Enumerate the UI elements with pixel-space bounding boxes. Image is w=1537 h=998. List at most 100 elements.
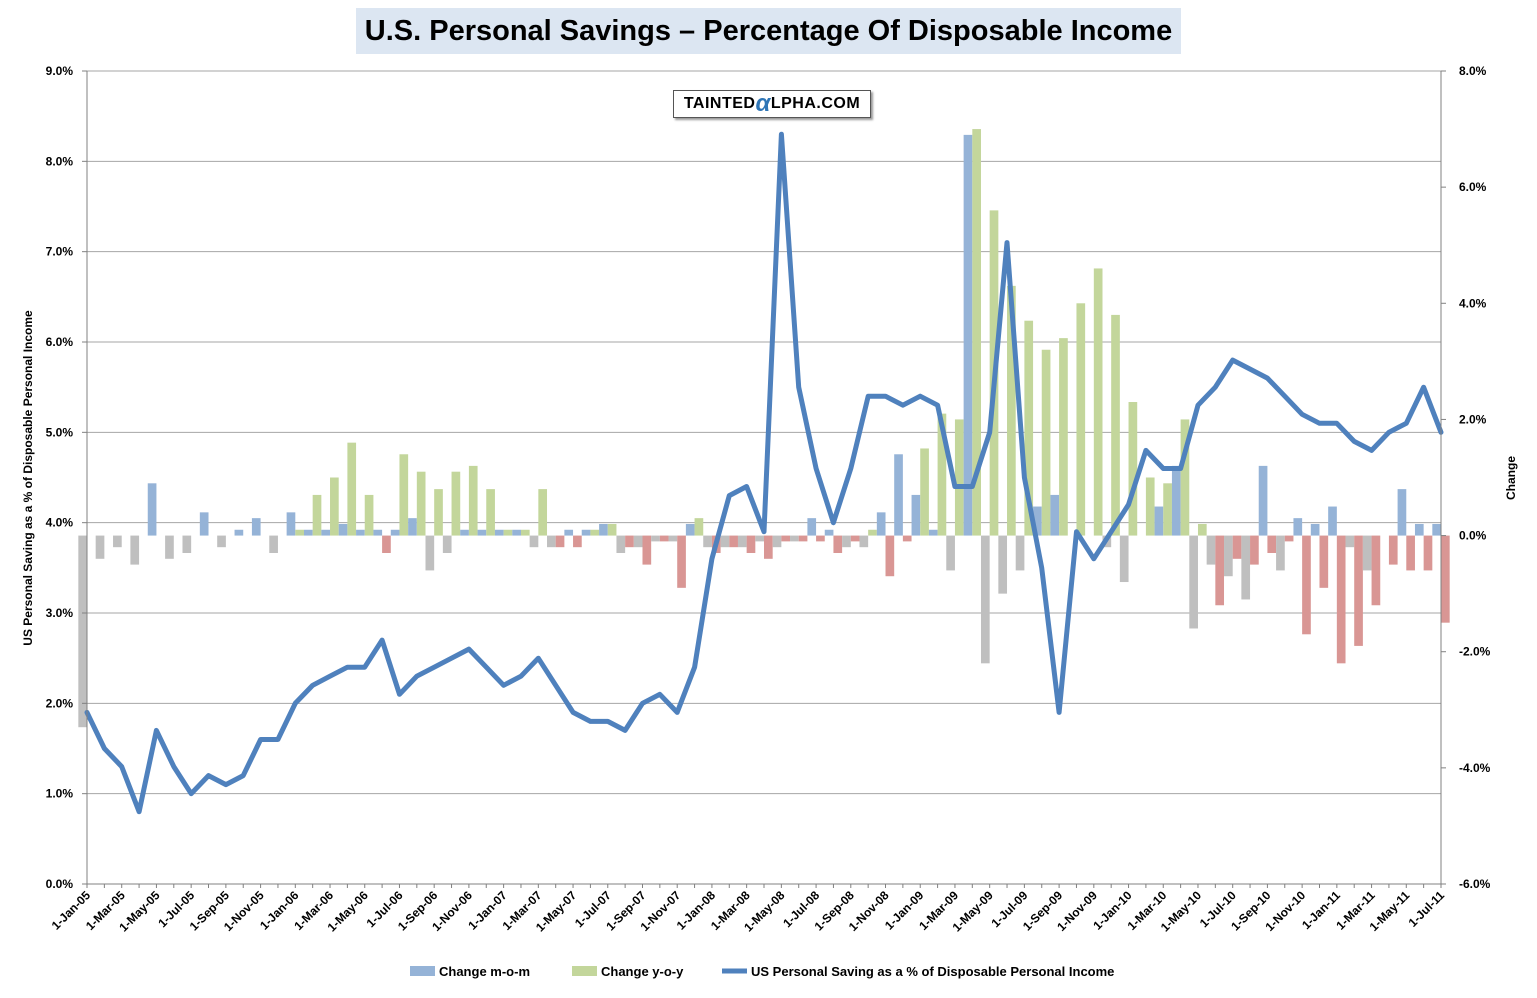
bar-mom — [1310, 523, 1320, 536]
legend-swatch — [410, 966, 435, 976]
line-series — [84, 131, 1444, 815]
bar-mom — [234, 529, 244, 536]
bar-mom — [251, 518, 261, 536]
logo-alpha-glyph: α — [755, 90, 771, 117]
y-tick-label: 9.0% — [46, 64, 74, 78]
bar-series — [78, 129, 1450, 728]
bar-mom — [321, 529, 331, 536]
bar-mom — [1345, 535, 1355, 548]
bar-mom — [1293, 518, 1303, 536]
taintedalpha-logo: TAINTED α LPHA.COM — [673, 90, 871, 118]
bar-yoy — [451, 471, 461, 536]
bar-yoy — [364, 494, 374, 536]
bar-mom — [772, 535, 782, 548]
y-tick-label: 5.0% — [46, 425, 74, 439]
bar-yoy — [1441, 535, 1450, 623]
bar-yoy — [503, 529, 513, 536]
y2-tick-label: 4.0% — [1459, 296, 1487, 310]
bar-yoy — [1041, 349, 1051, 536]
bar-mom — [113, 535, 122, 548]
bar-yoy — [312, 494, 322, 536]
bar-mom — [928, 529, 938, 536]
y2-tick-label: 8.0% — [1459, 64, 1487, 78]
y2-tick-label: 0.0% — [1459, 529, 1487, 543]
bar-mom — [737, 535, 747, 548]
bar-yoy — [330, 477, 339, 536]
bar-mom — [547, 535, 556, 548]
bar-mom — [755, 535, 764, 542]
bar-mom — [356, 529, 365, 536]
bar-yoy — [295, 529, 304, 536]
bar-yoy — [1180, 419, 1190, 536]
bar-yoy — [746, 535, 756, 553]
bar-mom — [529, 535, 539, 548]
bar-mom — [373, 529, 383, 536]
bar-yoy — [920, 448, 929, 536]
bar-yoy — [1111, 314, 1120, 536]
bar-yoy — [1007, 285, 1016, 536]
bar-mom — [581, 529, 591, 536]
bar-yoy — [1371, 535, 1381, 606]
bar-mom — [859, 535, 869, 548]
bar-yoy — [1250, 535, 1259, 565]
bar-mom — [130, 535, 140, 565]
bar-yoy — [434, 489, 443, 536]
bar-yoy — [416, 471, 426, 536]
bar-yoy — [642, 535, 652, 565]
bar-yoy — [781, 535, 791, 542]
bar-mom — [477, 529, 487, 536]
legend-label: US Personal Saving as a % of Disposable … — [751, 964, 1114, 979]
bar-mom — [425, 535, 435, 571]
y-tick-label: 3.0% — [46, 606, 74, 620]
bar-mom — [1033, 506, 1042, 536]
bar-yoy — [1319, 535, 1329, 588]
bar-yoy — [1232, 535, 1242, 559]
bar-mom — [408, 518, 417, 536]
y-tick-label: 0.0% — [46, 877, 74, 891]
bar-mom — [217, 535, 226, 548]
bar-mom — [842, 535, 851, 548]
bar-mom — [1224, 535, 1233, 577]
bar-yoy — [1302, 535, 1311, 635]
bar-mom — [1154, 506, 1164, 536]
bar-yoy — [399, 454, 409, 536]
bar-mom — [824, 529, 834, 536]
bar-yoy — [816, 535, 825, 542]
bar-mom — [512, 529, 521, 536]
bar-yoy — [833, 535, 843, 553]
bar-yoy — [607, 523, 617, 536]
y-tick-label: 7.0% — [46, 245, 74, 259]
bar-yoy — [1354, 535, 1363, 646]
bar-mom — [963, 134, 973, 536]
y-tick-label: 8.0% — [46, 154, 74, 168]
bar-yoy — [520, 529, 530, 536]
bar-yoy — [486, 489, 495, 536]
bar-mom — [182, 535, 192, 553]
bar-mom — [199, 512, 209, 536]
bar-yoy — [468, 465, 478, 536]
bar-mom — [1276, 535, 1285, 571]
y-tick-label: 1.0% — [46, 787, 74, 801]
legend-label: Change m-o-m — [439, 964, 530, 979]
bar-mom — [703, 535, 712, 548]
bar-yoy — [902, 535, 912, 542]
bar-yoy — [677, 535, 686, 588]
bar-mom — [1328, 506, 1337, 536]
bar-yoy — [1024, 320, 1034, 536]
bar-yoy — [868, 529, 877, 536]
bar-yoy — [798, 535, 808, 542]
bar-yoy — [972, 129, 981, 536]
y2-tick-label: 6.0% — [1459, 180, 1487, 194]
bar-mom — [303, 529, 313, 536]
logo-text-post: LPHA.COM — [770, 95, 861, 112]
bar-mom — [876, 512, 886, 536]
bar-yoy — [885, 535, 895, 577]
bar-mom — [998, 535, 1008, 594]
bar-mom — [1362, 535, 1372, 571]
bar-mom — [286, 512, 296, 536]
bar-mom — [668, 535, 678, 542]
bar-yoy — [1197, 523, 1207, 536]
bar-mom — [720, 535, 730, 548]
bar-mom — [390, 529, 400, 536]
